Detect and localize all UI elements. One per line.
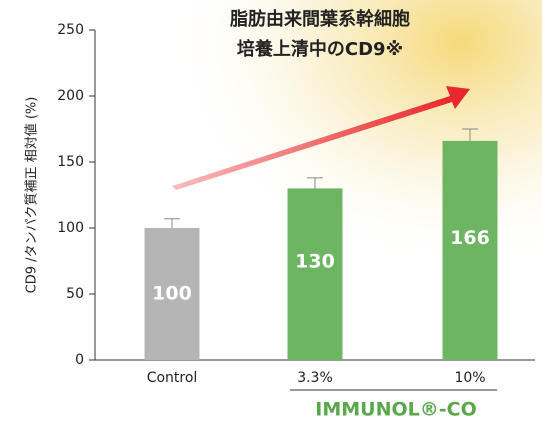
- y-axis-label: CD9 /タンパク質補正 相対値 (%): [24, 97, 40, 294]
- x-tick-label: 10%: [454, 370, 485, 386]
- bar: [288, 188, 343, 360]
- y-tick-label: 250: [57, 22, 84, 38]
- x-tick-label: 3.3%: [297, 370, 333, 386]
- y-tick-label: 100: [57, 220, 84, 236]
- y-tick-label: 50: [66, 286, 84, 302]
- group-label: IMMUNOL®-CO: [315, 399, 476, 421]
- y-tick-label: 200: [57, 88, 84, 104]
- bar: [443, 141, 498, 360]
- chart-title: 培養上清中のCD9※: [237, 38, 403, 60]
- chart-title: 脂肪由来間葉系幹細胞: [230, 8, 410, 30]
- value-label: 100: [152, 283, 192, 305]
- value-label: 130: [295, 251, 335, 273]
- y-tick-label: 0: [75, 352, 84, 368]
- y-tick-label: 150: [57, 154, 84, 170]
- x-tick-label: Control: [147, 370, 198, 386]
- value-label: 166: [450, 227, 490, 249]
- chart: 脂肪由来間葉系幹細胞 培養上清中のCD9※ CD9 /タンパク質補正 相対値 (…: [0, 0, 542, 421]
